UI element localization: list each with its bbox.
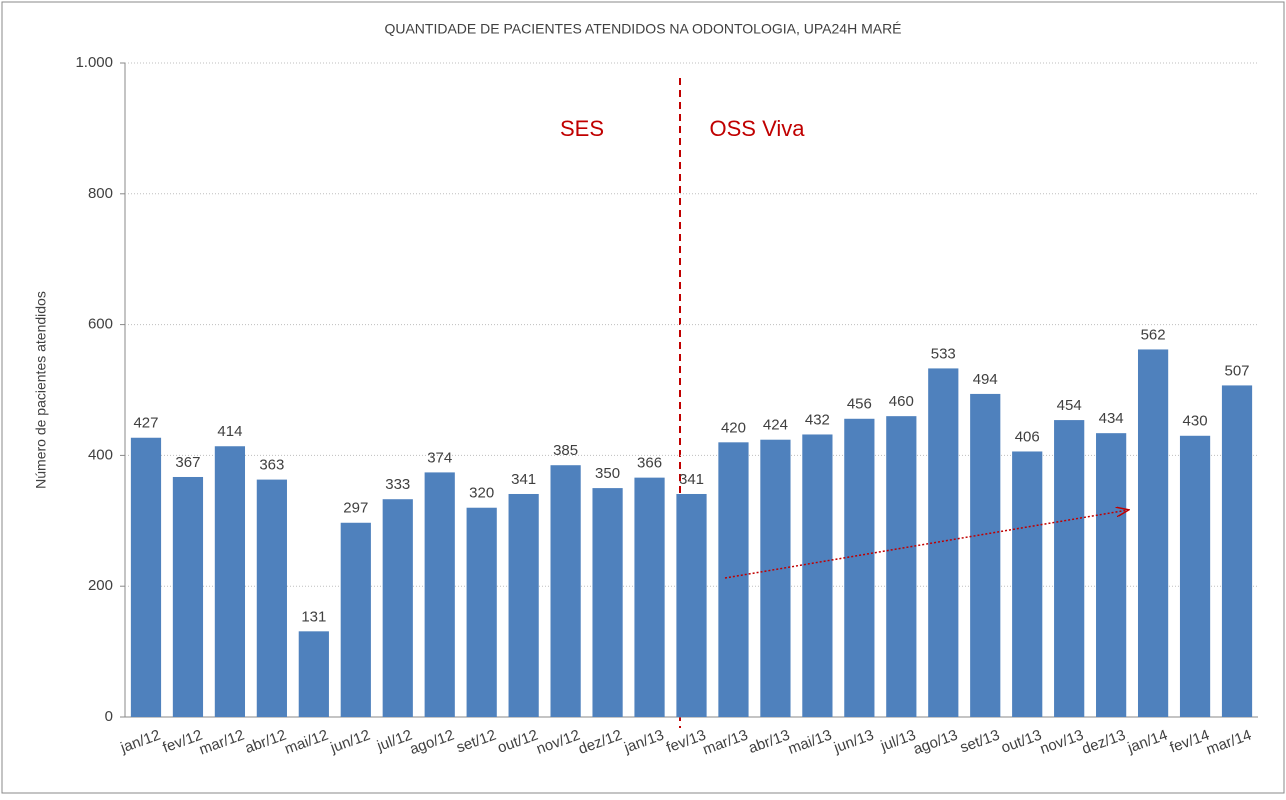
data-label: 427	[133, 415, 158, 432]
data-label: 131	[301, 608, 326, 625]
bar	[928, 368, 959, 717]
data-label: 533	[931, 345, 956, 362]
data-label: 333	[385, 476, 410, 493]
data-label: 460	[889, 393, 914, 410]
data-label: 454	[1057, 397, 1082, 414]
annotation: SES	[560, 116, 604, 141]
bar	[550, 465, 581, 717]
data-label: 562	[1141, 326, 1166, 343]
data-label: 507	[1225, 362, 1250, 379]
bar	[1179, 435, 1211, 717]
data-label: 432	[805, 411, 830, 428]
bar	[970, 393, 1001, 717]
y-tick-label: 1.000	[75, 54, 113, 71]
bar	[676, 493, 707, 717]
bar	[508, 493, 539, 717]
data-label: 367	[175, 454, 200, 471]
data-label: 350	[595, 465, 620, 482]
data-label: 385	[553, 442, 578, 459]
bar	[214, 446, 246, 717]
bar	[1096, 433, 1127, 717]
bar	[844, 418, 875, 717]
bar	[1054, 420, 1085, 717]
bar	[256, 479, 287, 717]
data-label: 297	[343, 500, 368, 517]
bar	[592, 488, 623, 717]
data-label: 341	[511, 471, 536, 488]
bar	[424, 472, 455, 717]
data-label: 320	[469, 485, 494, 502]
data-label: 366	[637, 455, 662, 472]
y-tick-label: 600	[88, 316, 113, 333]
data-label: 434	[1099, 410, 1124, 427]
bar	[340, 522, 371, 717]
bar	[298, 631, 329, 717]
data-label: 414	[217, 423, 242, 440]
y-tick-label: 400	[88, 446, 113, 463]
data-label: 363	[259, 457, 284, 474]
data-label: 424	[763, 417, 788, 434]
data-label: 406	[1015, 428, 1040, 445]
bar	[382, 499, 413, 717]
data-label: 374	[427, 449, 452, 466]
y-tick-label: 200	[88, 577, 113, 594]
bar	[130, 437, 162, 717]
bar	[718, 442, 749, 717]
data-label: 494	[973, 371, 998, 388]
data-label: 430	[1183, 413, 1208, 430]
data-label: 456	[847, 396, 872, 413]
bar	[634, 477, 665, 717]
bar	[1012, 451, 1043, 717]
y-tick-label: 800	[88, 185, 113, 202]
y-axis-label: Número de pacientes atendidos	[33, 291, 49, 489]
bar	[802, 434, 833, 717]
chart-title: QUANTIDADE DE PACIENTES ATENDIDOS NA ODO…	[384, 21, 901, 37]
data-label: 420	[721, 419, 746, 436]
data-label: 341	[679, 471, 704, 488]
bar	[760, 439, 791, 717]
bar	[1137, 349, 1169, 717]
trend-arrow	[724, 510, 1128, 579]
bar	[1221, 385, 1253, 717]
bar	[172, 476, 204, 717]
annotation: OSS Viva	[710, 116, 806, 141]
bar	[886, 416, 917, 717]
y-tick-label: 0	[105, 708, 113, 725]
bar	[466, 507, 497, 717]
